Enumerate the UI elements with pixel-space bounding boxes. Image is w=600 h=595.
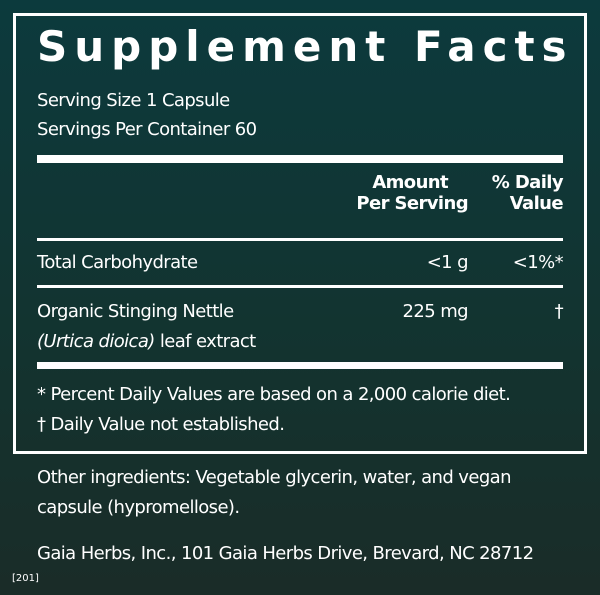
extract-part: leaf extract	[154, 331, 256, 352]
other-ingredients-cont: capsule (hypromellose).	[37, 497, 240, 518]
footnote-daily-values: * Percent Daily Values are based on a 2,…	[37, 384, 511, 405]
servings-per-container: Servings Per Container 60	[37, 119, 257, 140]
dv-header-line1: % Daily	[491, 172, 564, 193]
latin-name: (Urtica dioica)	[37, 331, 155, 352]
panel-title: Supplement Facts	[37, 22, 574, 71]
amount-header-line2: Per Serving	[356, 193, 468, 214]
row-daily-value: <1%*	[512, 252, 564, 273]
row-amount: 225 mg	[402, 301, 469, 322]
divider	[37, 238, 563, 241]
amount-header: Amount Per Serving	[356, 172, 468, 214]
dv-header-line2: Value	[509, 193, 564, 214]
serving-size: Serving Size 1 Capsule	[37, 90, 230, 111]
manufacturer-address: Gaia Herbs, Inc., 101 Gaia Herbs Drive, …	[37, 543, 534, 564]
footnote-not-established: † Daily Value not established.	[37, 414, 285, 435]
amount-header-line1: Amount	[372, 172, 448, 193]
thick-divider	[37, 362, 563, 369]
daily-value-header: % Daily Value	[491, 172, 564, 214]
row-amount: <1 g	[426, 252, 469, 273]
supplement-facts-panel	[13, 13, 587, 454]
other-ingredients: Other ingredients: Vegetable glycerin, w…	[37, 467, 511, 488]
row-name-latin: (Urtica dioica) leaf extract	[37, 331, 256, 352]
thick-divider	[37, 155, 563, 163]
label-code: [201]	[12, 573, 39, 584]
row-daily-value: †	[554, 301, 564, 322]
divider	[37, 285, 563, 288]
row-name: Total Carbohydrate	[37, 252, 198, 273]
row-name: Organic Stinging Nettle	[37, 301, 234, 322]
